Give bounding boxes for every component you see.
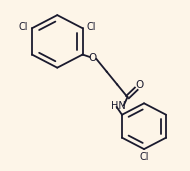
- Text: HN: HN: [111, 101, 125, 111]
- Text: O: O: [135, 80, 144, 90]
- Text: Cl: Cl: [19, 22, 28, 32]
- Text: O: O: [89, 53, 97, 63]
- Text: Cl: Cl: [86, 22, 96, 32]
- Text: Cl: Cl: [139, 152, 149, 162]
